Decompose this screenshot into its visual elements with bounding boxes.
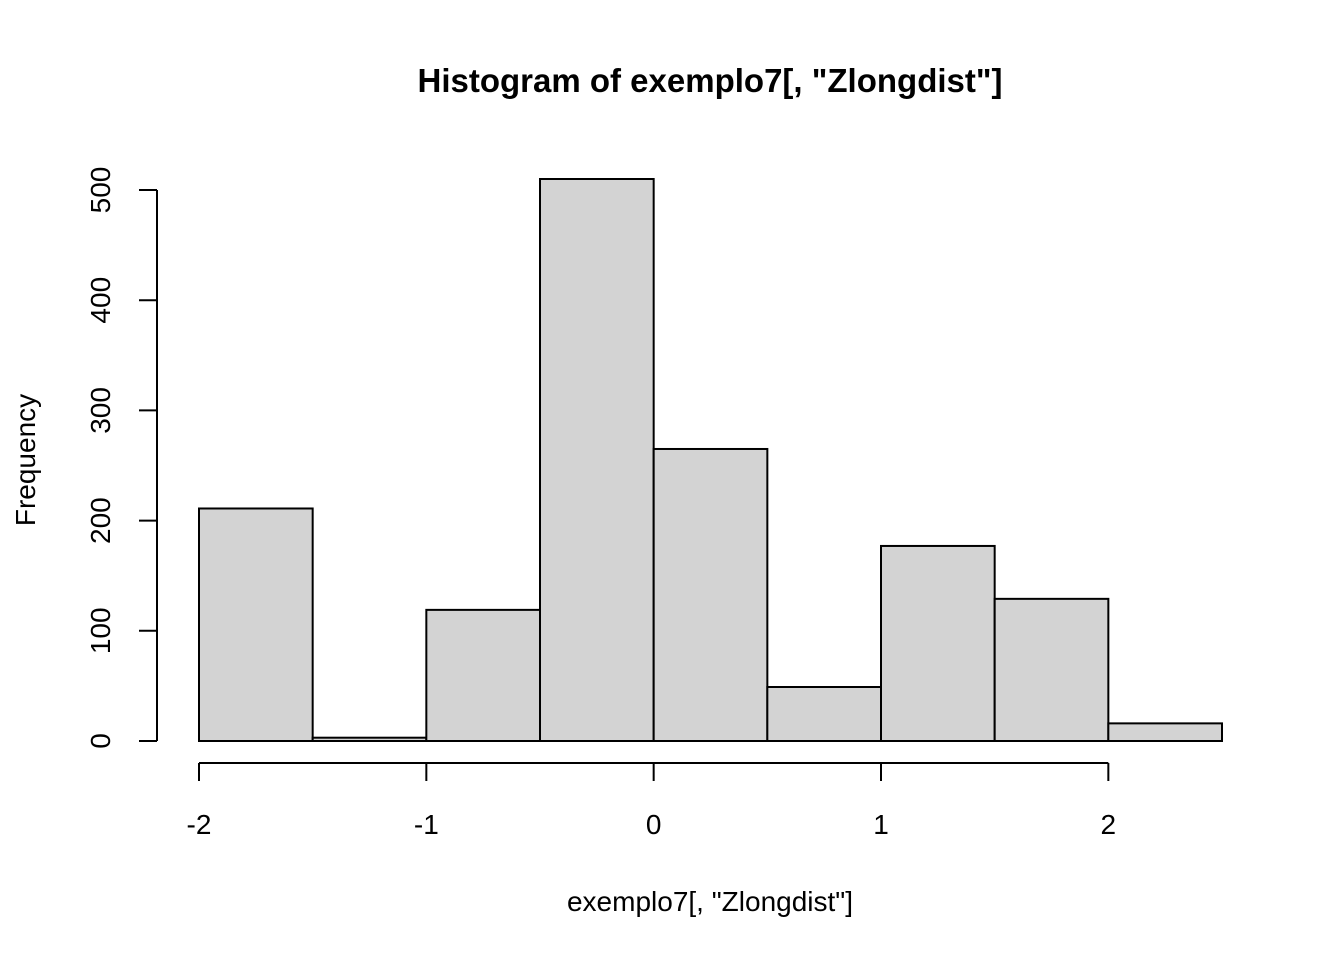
- histogram-bar-6: [880, 544, 996, 743]
- histogram-bar-0: [198, 507, 314, 742]
- x-tick-label-2: 0: [646, 809, 662, 840]
- histogram-bar-1: [311, 736, 428, 743]
- y-tick-label-5: 500: [85, 167, 116, 214]
- histogram-bars: [198, 178, 1223, 743]
- x-tick-label-4: 2: [1101, 809, 1117, 840]
- y-tick-label-2: 200: [85, 497, 116, 544]
- y-tick-label-4: 400: [85, 277, 116, 324]
- x-tick-label-1: -1: [414, 809, 439, 840]
- histogram-bar-2: [425, 608, 541, 742]
- histogram-bar-5: [766, 686, 883, 742]
- histogram-bar-7: [993, 597, 1110, 742]
- histogram-bar-4: [652, 447, 769, 742]
- histogram-bar-8: [1107, 722, 1223, 742]
- chart-title: Histogram of exemplo7[, "Zlongdist"]: [418, 62, 1003, 99]
- y-tick-label-0: 0: [85, 733, 116, 749]
- x-axis-label: exemplo7[, "Zlongdist"]: [567, 886, 853, 917]
- x-tick-label-0: -2: [187, 809, 212, 840]
- x-axis: -2 -1 0 1 2: [187, 762, 1117, 840]
- y-tick-label-1: 100: [85, 607, 116, 654]
- y-axis: 0 100 200 300 400 500: [85, 167, 158, 749]
- histogram-bar-3: [539, 178, 655, 742]
- y-tick-label-3: 300: [85, 387, 116, 434]
- y-axis-label: Frequency: [10, 394, 41, 526]
- x-tick-label-3: 1: [873, 809, 889, 840]
